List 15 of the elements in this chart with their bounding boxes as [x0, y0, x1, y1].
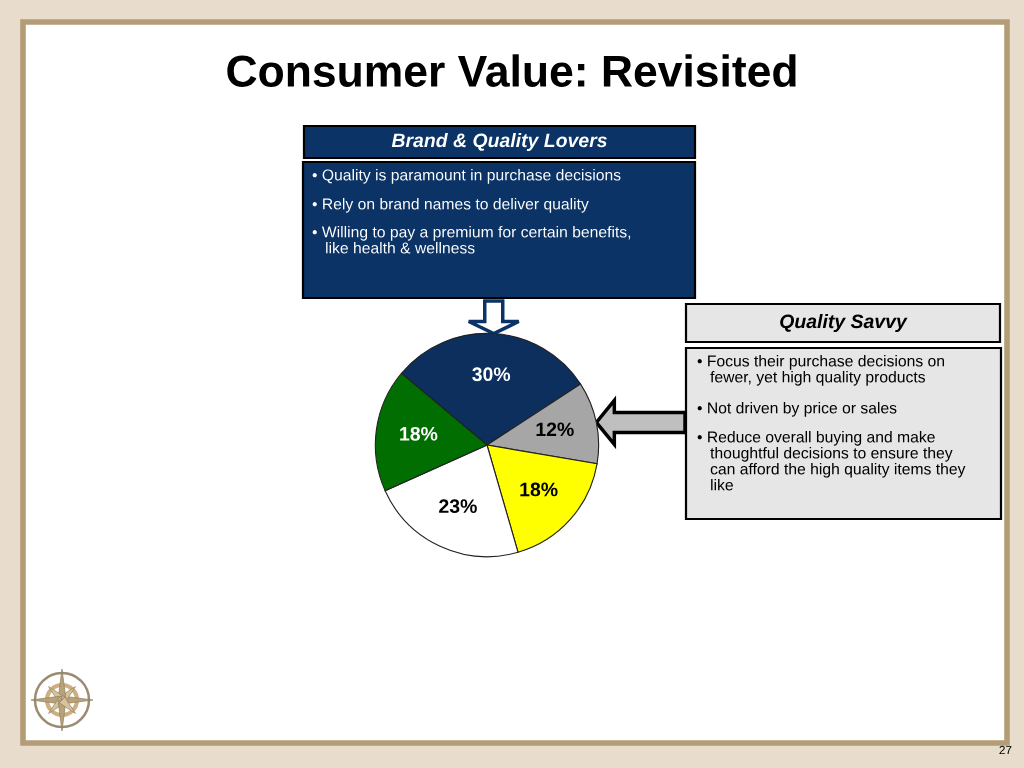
chart-title: Consumer Value: Revisited: [227, 54, 796, 87]
text: • Not driven by price or sales: [697, 402, 897, 417]
text: Quality Savvy: [780, 313, 908, 333]
text: Brand & Quality Lovers: [391, 132, 607, 152]
data-label: 12%: [536, 422, 574, 437]
data-label: 18%: [520, 482, 558, 497]
data-label: 30%: [472, 367, 511, 382]
data-label: 18%: [400, 426, 438, 441]
text: • Focus their purchase decisions on fewer, yet high quality products: [697, 355, 944, 386]
data-label: 23%: [439, 499, 477, 514]
text: • Willing to pay a premium for certain benefits, like health & wellness: [312, 226, 631, 254]
text: • Quality is paramount in purchase decisions: [312, 169, 621, 184]
text: • Rely on brand names to deliver quality: [312, 198, 589, 213]
text: 27: [999, 745, 1012, 755]
text: • Reduce overall buying and make thoughtful decisions to ensure they can afford the high quality items they like: [697, 431, 966, 491]
